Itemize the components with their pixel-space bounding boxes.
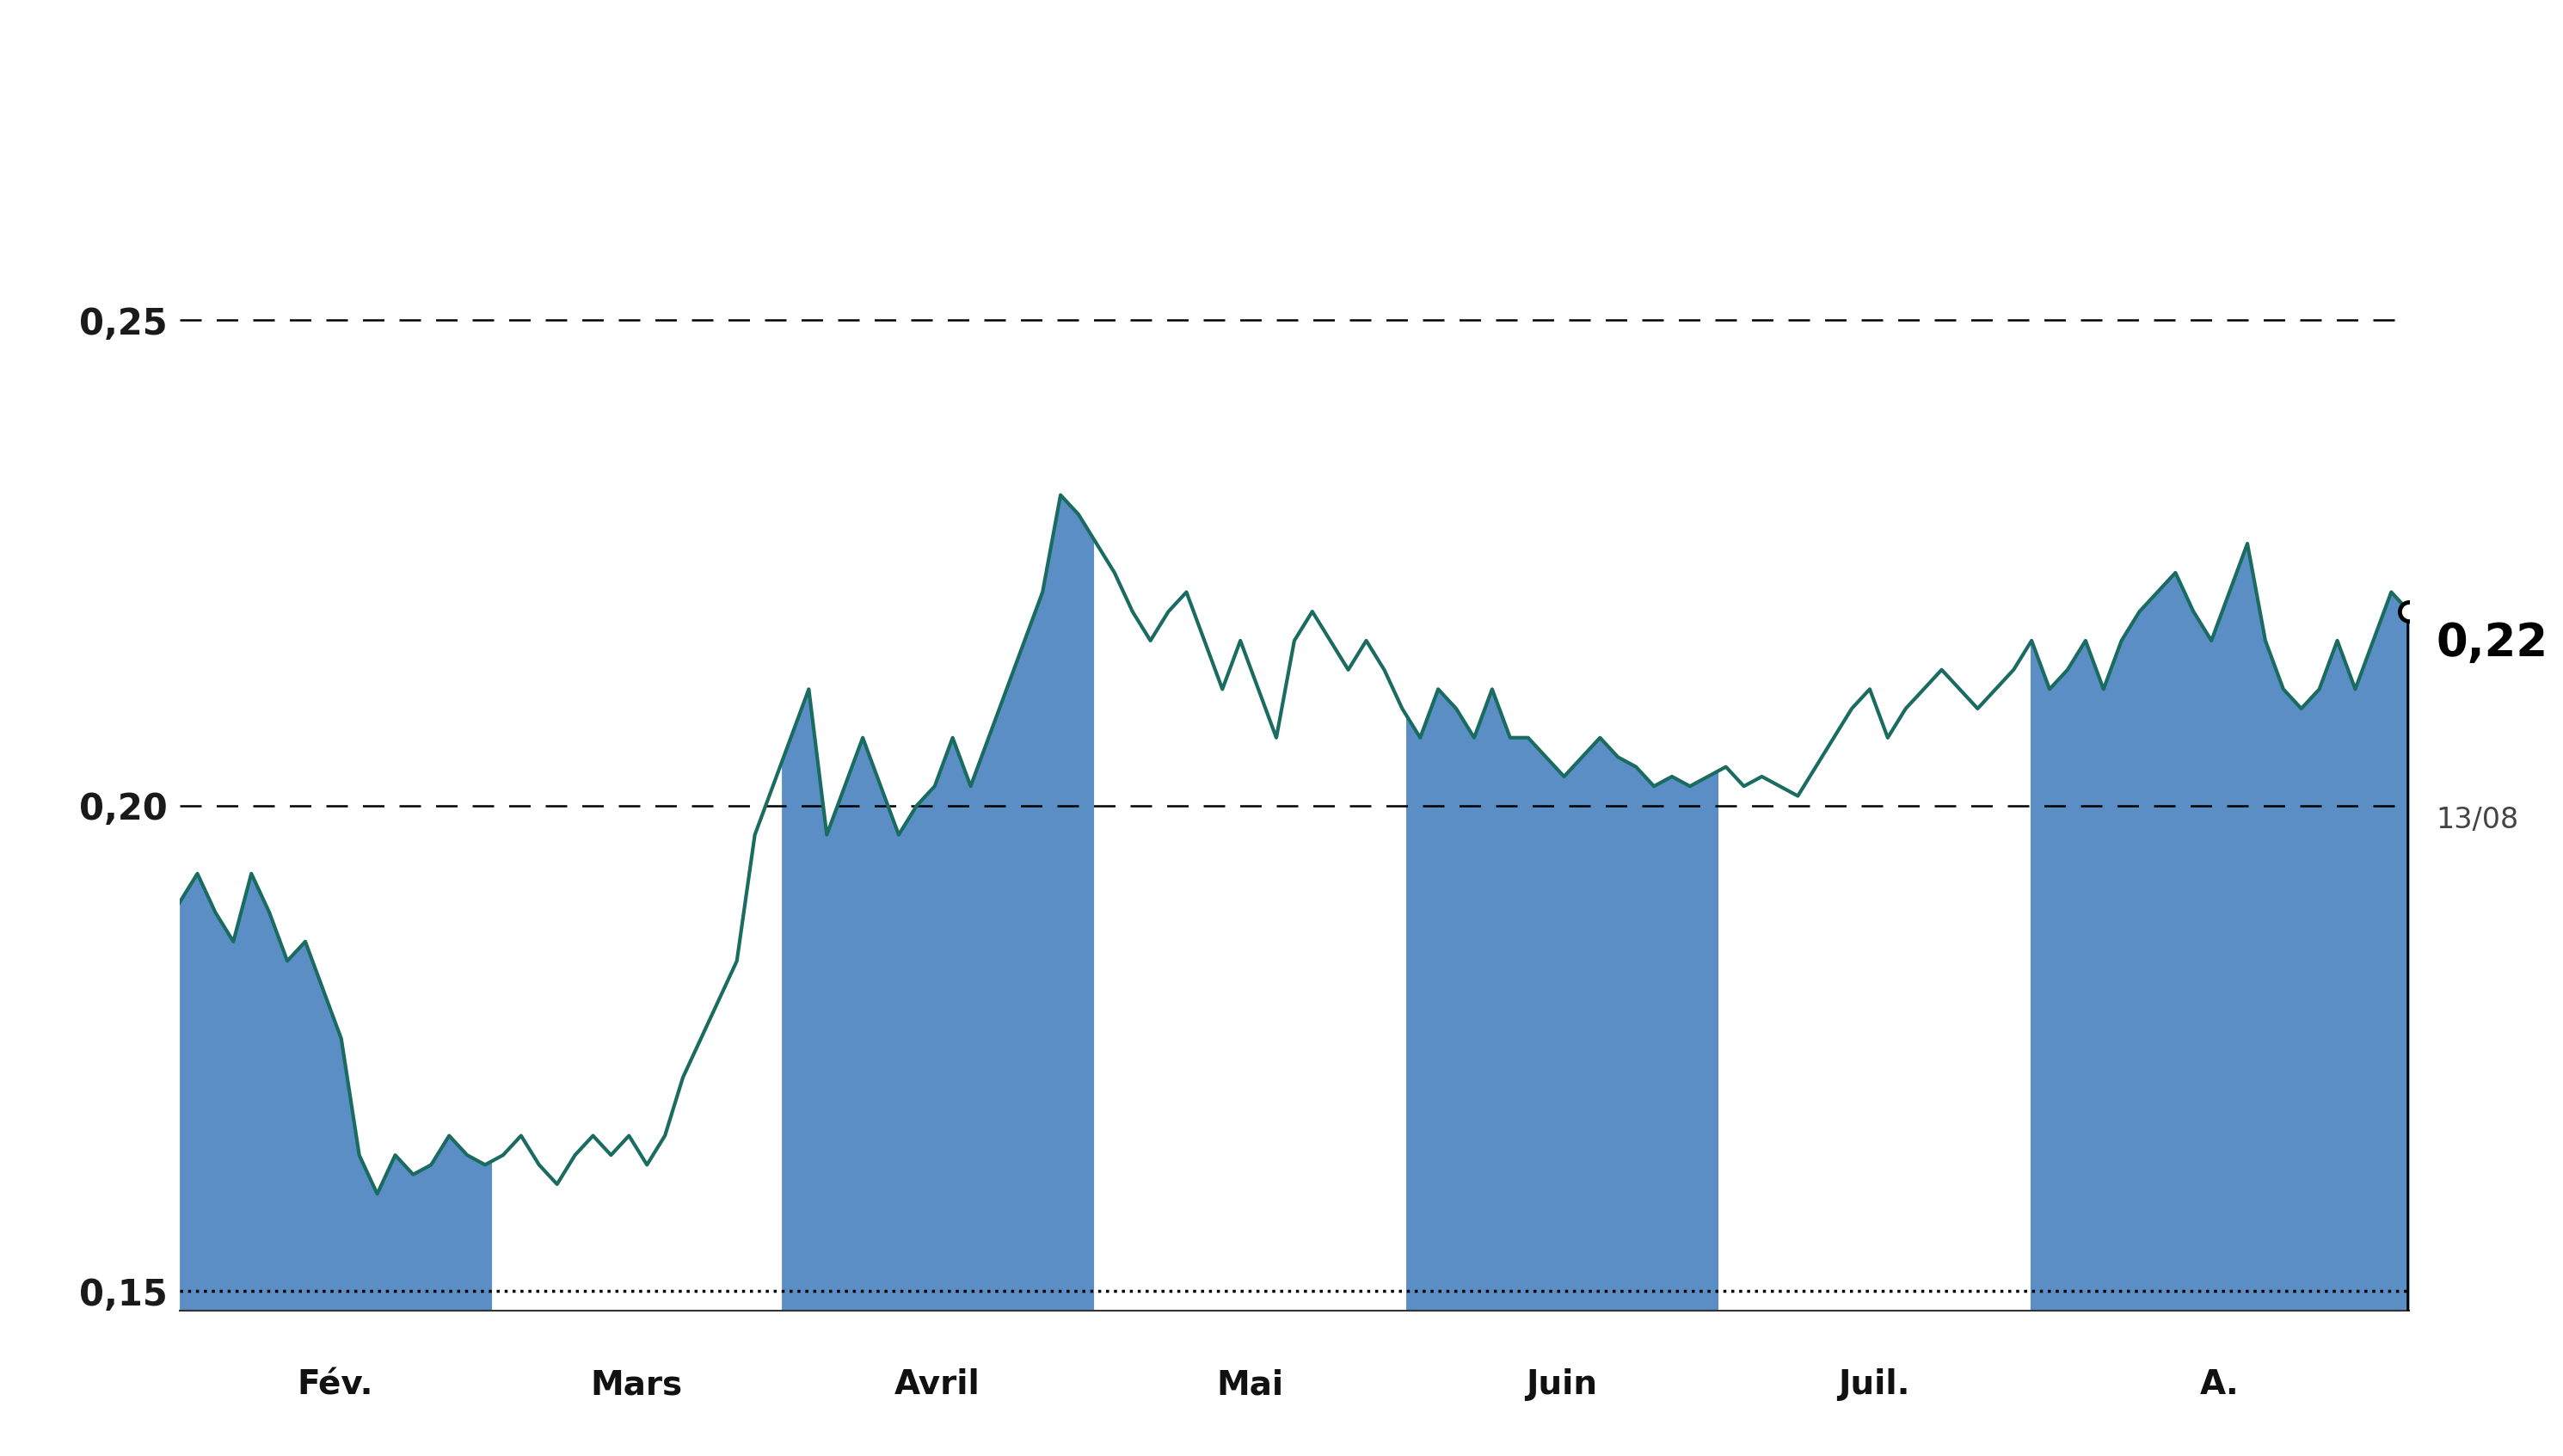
Text: Mai: Mai — [1215, 1369, 1284, 1401]
Text: PROLOGUE: PROLOGUE — [989, 26, 1574, 119]
Text: Juin: Juin — [1525, 1369, 1597, 1401]
Text: 0,22: 0,22 — [2435, 622, 2548, 665]
Text: Mars: Mars — [589, 1369, 682, 1401]
Text: Fév.: Fév. — [297, 1369, 374, 1401]
Text: Juil.: Juil. — [1838, 1369, 1909, 1401]
Text: A.: A. — [2199, 1369, 2240, 1401]
Text: 13/08: 13/08 — [2435, 805, 2519, 834]
Text: Avril: Avril — [894, 1369, 982, 1401]
